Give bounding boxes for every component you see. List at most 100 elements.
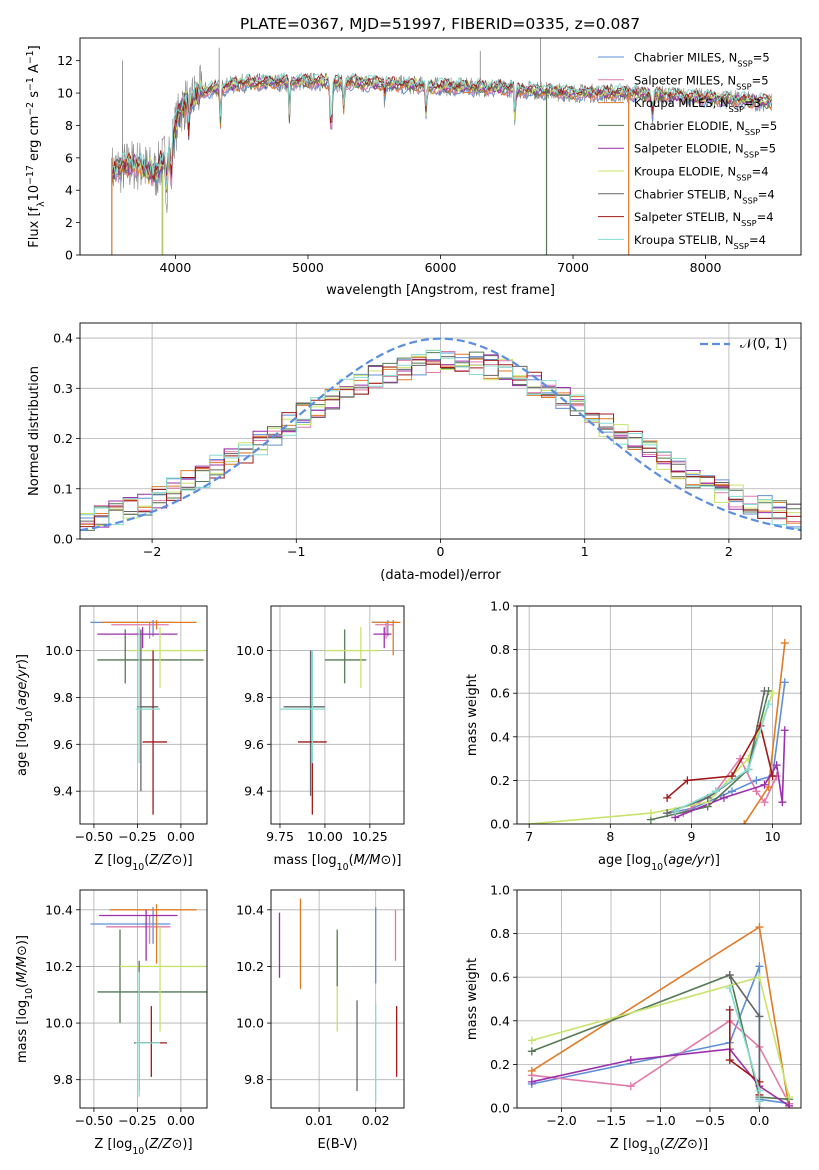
data-point-marker [785,1093,794,1102]
data-point-marker [725,971,734,980]
legend-entry: Kroupa STELIB, NSSP=4 [634,233,766,251]
data-point-marker [780,639,789,648]
data-point-marker [626,1082,635,1091]
x-tick-label: 10.00 [307,829,343,844]
data-point-marker [764,700,773,709]
y-tick-label: 4 [65,183,73,198]
y-tick-label: 9.4 [53,784,73,799]
mass-weight-vs-age-panel: 7 8 9 10 0.0 0.2 0.4 0.6 0.8 1.0 age [log10(age/yr… [465,599,802,873]
data-point-marker [646,809,655,818]
x-tick-label: −1.0 [645,1113,675,1128]
series-line-kroupa-elodie [529,692,774,824]
data-point-marker [755,1097,764,1106]
x-tick-label: 0.02 [362,1113,390,1128]
plot-area [80,337,801,539]
x-tick-label: 10.25 [352,829,388,844]
y-axis-label: mass weight [465,958,480,1040]
y-tick-label: 0.4 [490,729,510,744]
y-tick-label: 9.8 [53,1072,73,1087]
y-tick-label: 0.2 [490,773,510,788]
data-point-marker [760,780,769,789]
y-tick-label: 10 [57,86,73,101]
normal-curve [80,337,801,532]
y-tick-label: 9.6 [244,737,264,752]
data-point-marker [527,1036,536,1045]
legend-entry: Chabrier ELODIE, NSSP=5 [634,119,777,137]
x-tick-label: 8 [606,829,614,844]
x-tick-label: 9 [687,829,695,844]
x-tick-label: 4000 [160,260,192,275]
y-tick-label: 0.0 [490,1101,510,1116]
y-tick-label: 10.0 [236,643,264,658]
x-tick-label: −2.0 [546,1113,576,1128]
data-point-marker [752,776,761,785]
data-point-marker [755,962,764,971]
data-point-marker [778,798,787,807]
x-tick-label: 0 [437,544,445,559]
legend-entry: Salpeter MILES, NSSP=5 [634,73,769,91]
data-point-marker [663,793,672,802]
series-line-kroupa-stelib [674,703,770,812]
x-axis-label: age [log10(age/yr)] [598,853,720,873]
y-tick-label: 0.6 [490,970,510,985]
y-axis-label: mass [log10(M/M⊙)] [15,935,35,1063]
y-tick-label: 0.2 [490,1057,510,1072]
y-tick-label: 12 [57,53,73,68]
data-point-marker [711,787,720,796]
data-point-marker [780,678,789,687]
y-tick-label: 8 [65,118,73,133]
data-point-marker [527,1047,536,1056]
y-axis-label: mass weight [465,674,480,756]
y-tick-label: 0.3 [53,381,73,396]
axes-frame [79,889,208,1109]
data-point-marker [626,1056,635,1065]
x-tick-label: 8000 [690,260,722,275]
x-tick-label: 0.00 [167,829,195,844]
x-tick-label: 2 [725,544,733,559]
data-point-marker [725,1005,734,1014]
x-axis-label: Z [log10(Z/Z⊙)] [610,1137,708,1157]
x-tick-label: 5000 [292,260,324,275]
plot-area [527,923,794,1108]
legend-entry: Chabrier MILES, NSSP=5 [634,51,770,69]
axes-frame [79,37,802,256]
x-tick-label: −0.50 [75,1113,113,1128]
residual-histogram-panel: −2 −1 0 1 2 0.0 0.1 0.2 0.3 0.4 (data-model)/error… [27,322,802,583]
y-tick-label: 0.8 [490,642,510,657]
x-tick-label: 1 [581,544,589,559]
data-point-marker [683,776,692,785]
y-tick-label: 1.0 [490,883,510,898]
y-tick-label: 10.4 [45,902,73,917]
x-axis-label: Z [log10(Z/Z⊙)] [94,1137,192,1157]
data-point-marker [525,820,534,824]
data-point-marker [780,726,789,735]
data-point-marker [755,923,764,932]
y-tick-label: 0.1 [53,481,73,496]
y-tick-label: 10.0 [45,1016,73,1031]
age-vs-metallicity-panel: −0.50 −0.25 0.00 9.4 9.6 9.8 10.0 Z [log10(Z/Z⊙… [15,605,208,873]
legend-entry: Chabrier STELIB, NSSP=4 [634,187,775,205]
x-axis-label: E(B-V) [317,1137,357,1152]
plot-area [279,620,401,815]
y-axis-label: Flux [fλ10−17 erg cm−2 s−1 A−1] [25,45,47,247]
data-point-marker [760,798,769,807]
x-tick-label: −0.25 [118,829,156,844]
mass-vs-metallicity-panel: −0.50 −0.25 0.00 9.8 10.0 10.2 10.4 Z [log10(Z/… [15,889,208,1157]
legend-entry: Kroupa ELODIE, NSSP=4 [634,165,769,183]
x-tick-label: −1 [287,544,305,559]
x-tick-label: −0.5 [695,1113,725,1128]
mass-weight-vs-metallicity-panel: −2.0 −1.5 −1.0 −0.5 0.0 0.0 0.2 0.4 0.6 0.8 1.0 Z [… [465,883,802,1157]
histogram-kroupa-stelib [80,350,801,539]
x-tick-label: −1.5 [596,1113,626,1128]
y-tick-label: 10.4 [236,902,264,917]
x-axis-label: Z [log10(Z/Z⊙)] [94,853,192,873]
legend-entry: 𝒩(0, 1) [740,337,787,352]
axes-frame [270,605,405,825]
y-tick-label: 0.4 [490,1013,510,1028]
y-tick-label: 10.0 [236,1016,264,1031]
data-point-marker [663,809,672,818]
x-tick-label: 9.75 [266,829,294,844]
axes-frame [270,889,405,1109]
data-point-marker [740,820,749,824]
x-tick-label: 7000 [557,260,589,275]
